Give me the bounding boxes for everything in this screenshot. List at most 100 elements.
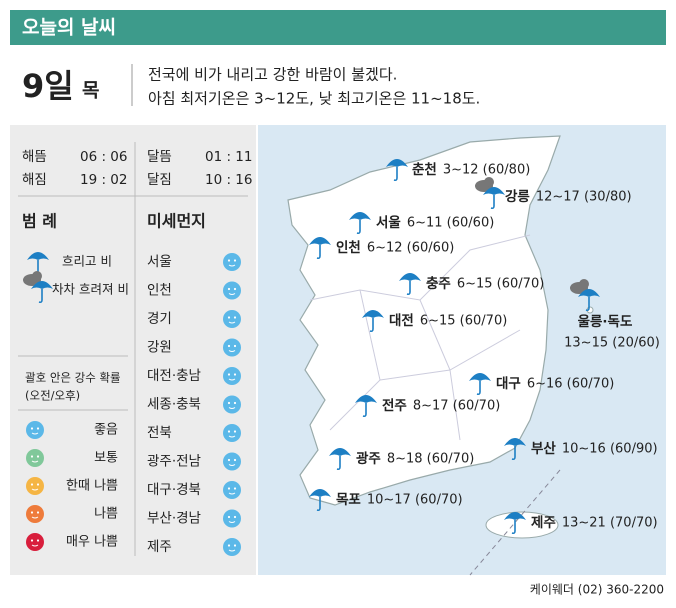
eye [227,344,231,348]
date-weekday: 목 [82,80,99,102]
city-forecast: 6~12 (60/60) [367,241,454,256]
eye [30,427,34,430]
mouth [31,460,39,463]
sun-moon-time: 10 : 16 [205,172,253,188]
eye [227,316,231,319]
sun-moon-time: 06 : 06 [80,149,128,165]
dust-face [223,310,241,328]
umbrella-handle [490,195,495,210]
dust-region: 인천 [147,283,172,299]
eye [233,344,237,348]
mouth [228,264,236,267]
city-name: 제주 [531,515,556,531]
eye [233,401,237,405]
umbrella-handle [316,245,321,260]
dust-region: 강원 [147,340,172,356]
city-forecast: 13~21 (70/70) [562,516,658,531]
dust-face [26,505,44,523]
face [26,505,44,523]
city-forecast: 10~16 (60/90) [562,442,658,457]
sun-moon-label: 달뜸 [147,149,172,165]
umbrella-canopy [386,159,408,167]
city-name: 인천 [336,239,361,256]
eye [233,316,237,319]
umbrella-canopy [309,237,331,245]
cloud [579,279,589,289]
face [223,452,241,471]
cloud [484,177,494,187]
mouth [228,464,236,466]
legend-title: 범 례 [22,212,57,231]
eye [233,259,237,262]
dust-level-label: 매우 나쁨 [66,535,118,550]
umbrella-canopy [27,252,49,260]
cloud-rain-icon [23,271,53,304]
dust-title: 미세먼지 [147,212,206,231]
rain-icon [309,237,331,260]
city-name: 목포 [336,492,361,508]
dust-region: 전북 [147,425,172,441]
mouth [228,549,236,552]
city-forecast: 6~16 (60/70) [527,377,614,392]
city-forecast: 3~12 (60/80) [443,163,530,178]
umbrella-handle [476,381,481,396]
mouth [228,350,236,352]
city-name: 서울 [376,214,401,231]
legend-note: 괄호 안은 강수 확률 [25,371,121,385]
dust-face [223,538,241,556]
city-name: 강릉 [505,188,530,205]
umbrella-canopy [578,289,600,297]
eye [30,539,34,542]
eye [227,259,231,262]
umbrella-canopy [349,212,371,220]
city-forecast: 13~15 (20/60) [564,336,660,351]
city-name: 광주 [356,450,381,467]
eye [227,458,231,462]
city-name: 전주 [382,397,407,414]
umbrella-handle [356,220,361,235]
rain-icon [386,159,408,182]
sea-border [469,469,561,576]
umbrella-handle [316,497,321,512]
legend-item: 흐리고 비 [62,254,112,269]
dust-region: 부산·경남 [147,511,201,527]
eye [233,430,237,433]
mouth [228,407,236,409]
eye [233,287,237,291]
face [26,421,44,439]
eye [233,515,237,519]
dust-face [223,395,241,414]
umbrella-handle [393,167,398,182]
dust-region: 제주 [147,539,172,555]
cloud [32,271,42,281]
dust-face [223,424,241,442]
city-forecast: 12~17 (30/80) [536,190,632,205]
dust-region: 대전·충남 [147,368,201,384]
rain-icon [329,448,351,471]
eye [36,539,40,542]
mouth [228,321,236,324]
cloud-rain-icon [475,177,505,210]
dust-face [26,477,44,495]
footer: 케이웨더 (02) 360-2200 [530,583,664,597]
rain-icon [469,373,491,396]
sun-moon-label: 달짐 [147,172,172,188]
summary-line: 전국에 비가 내리고 강한 바람이 불겠다. [148,66,397,84]
dust-face [223,281,241,300]
city-name: 대구 [496,376,521,392]
eye [36,511,40,514]
dust-face [26,421,44,439]
dust-region: 서울 [147,254,172,270]
face [223,481,241,499]
face [223,424,241,442]
umbrella-handle [511,520,516,535]
eye [227,287,231,291]
umbrella-handle [369,318,374,333]
rain-icon [355,395,377,418]
dust-region: 세종·충북 [147,397,201,413]
face [26,477,44,495]
dust-region: 대구·경북 [147,482,201,498]
city-name: 부산 [531,440,556,457]
mouth [31,544,39,547]
eye [227,544,231,547]
